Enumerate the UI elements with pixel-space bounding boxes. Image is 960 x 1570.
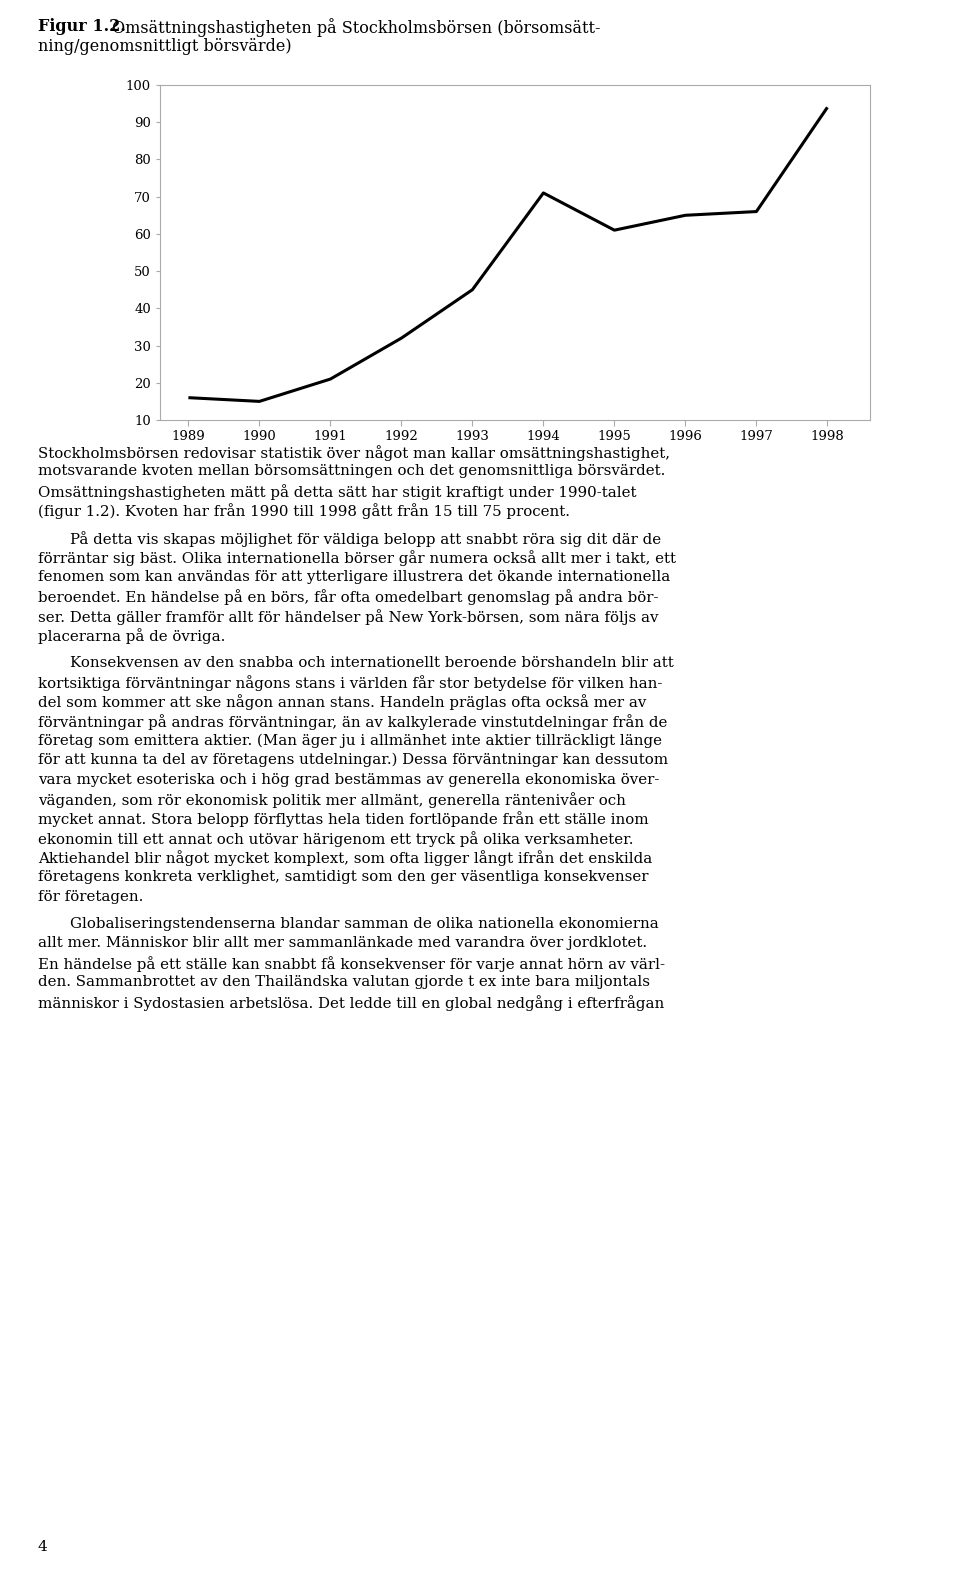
Text: ekonomin till ett annat och utövar härigenom ett tryck på olika verksamheter.: ekonomin till ett annat och utövar härig… <box>38 831 634 846</box>
Text: företagens konkreta verklighet, samtidigt som den ger väsentliga konsekvenser: företagens konkreta verklighet, samtidig… <box>38 870 649 884</box>
Text: Stockholmsbörsen redovisar statistik över något man kallar omsättningshastighet,: Stockholmsbörsen redovisar statistik öve… <box>38 444 670 462</box>
Text: kortsiktiga förväntningar någons stans i världen får stor betydelse för vilken h: kortsiktiga förväntningar någons stans i… <box>38 675 662 691</box>
Text: den. Sammanbrottet av den Thailändska valutan gjorde t ex inte bara miljontals: den. Sammanbrottet av den Thailändska va… <box>38 975 650 989</box>
Text: motsvarande kvoten mellan börsomsättningen och det genomsnittliga börsvärdet.: motsvarande kvoten mellan börsomsättning… <box>38 465 665 479</box>
Text: (figur 1.2). Kvoten har från 1990 till 1998 gått från 15 till 75 procent.: (figur 1.2). Kvoten har från 1990 till 1… <box>38 504 570 520</box>
Text: På detta vis skapas möjlighet för väldiga belopp att snabbt röra sig dit där de: På detta vis skapas möjlighet för väldig… <box>70 531 661 546</box>
Text: fenomen som kan användas för att ytterligare illustrera det ökande internationel: fenomen som kan användas för att ytterli… <box>38 570 670 584</box>
Text: vara mycket esoteriska och i hög grad bestämmas av generella ekonomiska över-: vara mycket esoteriska och i hög grad be… <box>38 772 660 787</box>
Text: En händelse på ett ställe kan snabbt få konsekvenser för varje annat hörn av vär: En händelse på ett ställe kan snabbt få … <box>38 956 665 972</box>
Text: väganden, som rör ekonomisk politik mer allmänt, generella räntenivåer och: väganden, som rör ekonomisk politik mer … <box>38 793 626 809</box>
Text: 4: 4 <box>38 1540 48 1554</box>
Text: mycket annat. Stora belopp förflyttas hela tiden fortlöpande från ett ställe ino: mycket annat. Stora belopp förflyttas he… <box>38 812 649 827</box>
Text: förväntningar på andras förväntningar, än av kalkylerade vinstutdelningar från d: förväntningar på andras förväntningar, ä… <box>38 714 667 730</box>
Text: Figur 1.2.: Figur 1.2. <box>38 17 126 35</box>
Text: Aktiehandel blir något mycket komplext, som ofta ligger långt ifrån det enskilda: Aktiehandel blir något mycket komplext, … <box>38 851 652 867</box>
Text: ser. Detta gäller framför allt för händelser på New York-börsen, som nära följs : ser. Detta gäller framför allt för hände… <box>38 609 659 625</box>
Text: för att kunna ta del av företagens utdelningar.) Dessa förväntningar kan dessuto: för att kunna ta del av företagens utdel… <box>38 754 668 768</box>
Text: Omsättningshastigheten mätt på detta sätt har stigit kraftigt under 1990-talet: Omsättningshastigheten mätt på detta sät… <box>38 484 636 499</box>
Text: människor i Sydostasien arbetslösa. Det ledde till en global nedgång i efterfråg: människor i Sydostasien arbetslösa. Det … <box>38 995 664 1011</box>
Text: beroendet. En händelse på en börs, får ofta omedelbart genomslag på andra bör-: beroendet. En händelse på en börs, får o… <box>38 589 659 604</box>
Text: Omsättningshastigheten på Stockholmsbörsen (börsomsätt-: Omsättningshastigheten på Stockholmsbörs… <box>108 17 601 38</box>
Text: Globaliseringstendenserna blandar samman de olika nationella ekonomierna: Globaliseringstendenserna blandar samman… <box>70 917 659 931</box>
Text: företag som emittera aktier. (Man äger ju i allmänhet inte aktier tillräckligt l: företag som emittera aktier. (Man äger j… <box>38 733 662 747</box>
Text: allt mer. Människor blir allt mer sammanlänkade med varandra över jordklotet.: allt mer. Människor blir allt mer samman… <box>38 936 647 950</box>
Text: för företagen.: för företagen. <box>38 890 143 904</box>
Text: del som kommer att ske någon annan stans. Handeln präglas ofta också mer av: del som kommer att ske någon annan stans… <box>38 694 646 711</box>
Text: förräntar sig bäst. Olika internationella börser går numera också allt mer i tak: förräntar sig bäst. Olika internationell… <box>38 551 676 567</box>
Text: placerarna på de övriga.: placerarna på de övriga. <box>38 628 226 644</box>
Text: Konsekvensen av den snabba och internationellt beroende börshandeln blir att: Konsekvensen av den snabba och internati… <box>70 656 674 669</box>
Text: ning/genomsnittligt börsvärde): ning/genomsnittligt börsvärde) <box>38 38 292 55</box>
